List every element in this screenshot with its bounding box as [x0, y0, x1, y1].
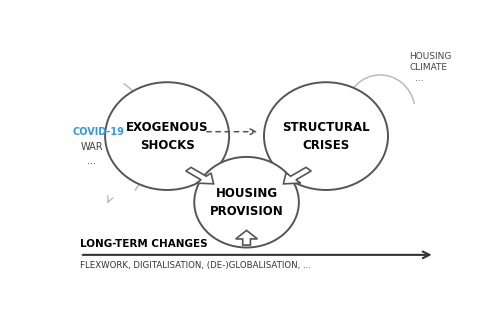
Text: ...: ... [415, 74, 424, 83]
Ellipse shape [194, 157, 299, 247]
Text: HOUSING: HOUSING [410, 52, 452, 61]
Polygon shape [284, 167, 311, 184]
Ellipse shape [264, 82, 388, 190]
Text: STRUCTURAL
CRISES: STRUCTURAL CRISES [282, 121, 370, 152]
Text: CLIMATE: CLIMATE [410, 63, 448, 72]
Text: FLEXWORK, DIGITALISATION, (DE-)GLOBALISATION, ...: FLEXWORK, DIGITALISATION, (DE-)GLOBALISA… [80, 261, 311, 270]
Text: HOUSING
PROVISION: HOUSING PROVISION [210, 187, 284, 218]
Text: EXOGENOUS
SHOCKS: EXOGENOUS SHOCKS [126, 121, 208, 152]
Ellipse shape [105, 82, 229, 190]
Text: LONG-TERM CHANGES: LONG-TERM CHANGES [80, 239, 208, 249]
Text: ...: ... [86, 156, 96, 166]
Polygon shape [236, 230, 258, 245]
Polygon shape [186, 167, 214, 184]
Text: COVID-19: COVID-19 [72, 128, 124, 137]
Text: WAR: WAR [80, 142, 103, 152]
